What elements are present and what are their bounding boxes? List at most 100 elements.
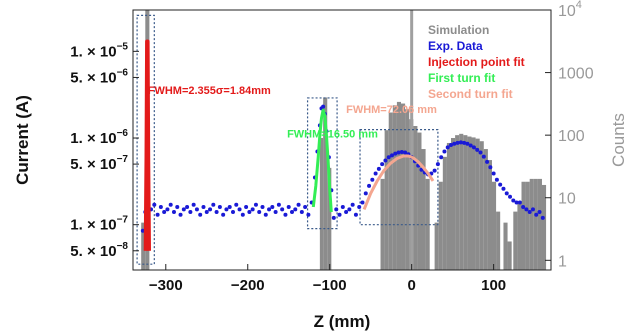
exp-data-point: [393, 151, 398, 156]
exp-data-point: [337, 212, 342, 217]
exp-data-point: [273, 210, 278, 215]
exp-data-point: [247, 210, 252, 215]
y-right-tick-value: 100: [558, 128, 585, 145]
y-left-tick-times: × 10: [83, 243, 117, 260]
y-right-tick-value: 1: [558, 253, 567, 270]
exp-data-point: [306, 212, 311, 217]
exp-data-point: [344, 210, 349, 215]
y-left-axis-ticks: 1. × 10−55. × 10−61. × 10−65. × 10−71. ×…: [70, 41, 139, 260]
histogram-bar: [507, 241, 512, 270]
x-axis-label: Z (mm): [314, 312, 371, 331]
exp-data-point: [253, 202, 258, 207]
y-right-tick-value: 10: [558, 3, 576, 20]
exp-data-point: [527, 210, 532, 215]
exp-data-point: [270, 204, 275, 209]
exp-data-point: [321, 104, 326, 109]
exp-data-point: [403, 150, 408, 155]
highlight-box: [136, 14, 155, 265]
y-left-tick-exponent: −7: [117, 154, 129, 165]
histogram-bar: [471, 137, 476, 270]
exp-data-point: [511, 198, 516, 203]
exp-data-point: [435, 162, 440, 167]
exp-data-point: [442, 149, 447, 154]
exp-data-point: [224, 207, 229, 212]
y-left-tick-exponent: −6: [117, 67, 129, 78]
x-tick-label: 0: [407, 277, 415, 294]
exp-data-point: [165, 207, 170, 212]
histogram-bar: [413, 126, 418, 271]
exp-data-point: [211, 202, 216, 207]
exp-data-point: [227, 204, 232, 209]
exp-data-point: [521, 204, 526, 209]
histogram-bar: [541, 184, 547, 270]
exp-data-point: [198, 212, 203, 217]
histogram-bar: [421, 149, 426, 270]
exp-data-point: [260, 204, 265, 209]
exp-data-point: [376, 166, 381, 171]
exp-data-point: [462, 140, 467, 145]
exp-data-point: [296, 202, 301, 207]
exp-data-point: [494, 177, 499, 182]
histogram-bar: [451, 138, 456, 270]
exp-data-point: [478, 150, 483, 155]
exp-data-point: [491, 171, 496, 176]
exp-data-point: [485, 159, 490, 164]
histogram-bar: [491, 181, 497, 270]
plot-border: [132, 9, 552, 271]
exp-data-point: [276, 202, 281, 207]
legend-entry: Second turn fit: [428, 87, 513, 101]
exp-data-point: [357, 204, 362, 209]
exp-data-point: [399, 149, 404, 154]
exp-data-point: [468, 143, 473, 148]
exp-data-point: [188, 210, 193, 215]
histogram-bar: [455, 135, 460, 270]
histogram-bar: [405, 109, 410, 270]
y-right-tick-label: 1000: [558, 66, 594, 83]
exp-data-point: [290, 210, 295, 215]
exp-data-point: [537, 210, 542, 215]
y-left-tick-label: 1. × 10−5: [70, 41, 128, 60]
exp-data-point: [175, 204, 180, 209]
exp-data-point: [181, 207, 186, 212]
exp-data-point: [481, 154, 486, 159]
exp-data-point: [386, 155, 391, 160]
exp-data-point: [237, 207, 242, 212]
simulation-histogram: [141, 10, 547, 271]
histogram-bar: [392, 105, 397, 270]
plot-frame: [132, 9, 552, 271]
exp-data-point: [363, 191, 368, 196]
histogram-bar: [417, 132, 422, 270]
exp-data-point: [140, 228, 145, 233]
y-left-tick-label: 1. × 10−7: [70, 215, 128, 234]
exp-data-point: [367, 183, 372, 188]
histogram-bar: [323, 97, 328, 270]
exp-data-point: [455, 140, 460, 145]
exp-data-point: [152, 202, 157, 207]
histogram-bar: [425, 178, 430, 270]
legend: Simulation Exp. Data Injection point fit Fi…: [428, 23, 525, 101]
annotations: FWHM=2.355σ=1.84mm FWHM=16.50 mm FWHM=72.0…: [148, 85, 437, 140]
y-left-tick-exponent: −6: [117, 128, 129, 139]
y-right-tick-value: 1000: [558, 66, 594, 83]
exp-data-point: [432, 168, 437, 173]
exp-data-point: [504, 191, 509, 196]
exp-data-point: [201, 204, 206, 209]
y-left-tick-label: 5. × 10−6: [70, 67, 128, 86]
exp-data-point: [240, 212, 245, 217]
exp-data-point: [293, 207, 298, 212]
x-tick-label: −200: [231, 277, 265, 294]
y-right-tick-label: 100: [558, 128, 585, 145]
exp-data-point: [517, 200, 522, 205]
exp-data-point: [230, 210, 235, 215]
y-left-tick-times: × 10: [83, 69, 117, 86]
exp-data-point: [267, 207, 272, 212]
fit-curves: [143, 39, 435, 251]
y-left-tick-exponent: −5: [117, 41, 129, 52]
histogram-bar: [479, 141, 484, 270]
exp-data-point: [334, 207, 339, 212]
exp-data-point: [340, 204, 345, 209]
exp-data-point: [540, 215, 545, 220]
exp-data-point: [250, 207, 255, 212]
histogram-bar: [459, 133, 464, 270]
